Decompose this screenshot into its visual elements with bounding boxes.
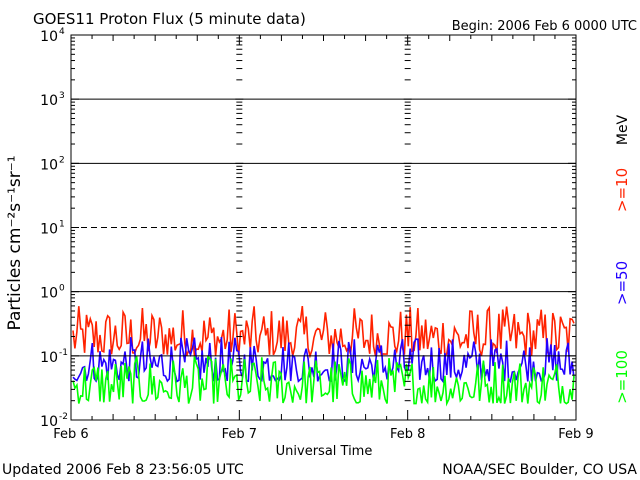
y-axis-label: Particles cm⁻²s⁻¹sr⁻¹	[5, 155, 25, 330]
credit-text: NOAA/SEC Boulder, CO USA	[442, 462, 637, 478]
legend-entry: >=100	[613, 350, 631, 404]
legend-entry: >=50	[613, 261, 631, 305]
legend-entry: >=10	[613, 168, 631, 212]
x-tick-label: Feb 7	[222, 427, 257, 442]
y-tick-exponent: 3	[59, 91, 65, 101]
plot-frame	[70, 34, 577, 421]
legend: >=10 >=50 >=100 MeV	[613, 114, 631, 403]
y-tick-label: 10	[40, 93, 58, 109]
x-tick-label: Feb 6	[53, 427, 88, 442]
legend-unit: MeV	[615, 114, 631, 145]
chart-title: GOES11 Proton Flux (5 minute data)	[33, 10, 306, 28]
x-tick-label: Feb 8	[390, 427, 425, 442]
y-tick-label: 10	[40, 414, 58, 430]
y-tick-exponent: -1	[59, 348, 68, 358]
y-tick-label: 10	[40, 222, 58, 238]
y-tick-label: 10	[40, 157, 58, 173]
y-tick-exponent: 0	[59, 284, 65, 294]
x-axis-label: Universal Time	[276, 444, 373, 459]
grid-layer	[70, 34, 577, 421]
series-layer	[72, 305, 575, 407]
y-tick-exponent: 1	[59, 220, 65, 230]
y-tick-label: 10	[40, 286, 58, 302]
x-tick-labels: Feb 6 Feb 7 Feb 8 Feb 9	[53, 427, 593, 442]
begin-time: Begin: 2006 Feb 6 0000 UTC	[452, 19, 637, 34]
y-tick-exponent: -2	[59, 412, 68, 422]
updated-timestamp: Updated 2006 Feb 8 23:56:05 UTC	[2, 462, 244, 478]
y-tick-label: 10	[40, 29, 58, 45]
x-tick-label: Feb 9	[558, 427, 593, 442]
y-tick-exponent: 2	[59, 155, 65, 165]
y-tick-exponent: 4	[59, 27, 65, 37]
y-tick-label: 10	[40, 350, 58, 366]
series-line	[72, 354, 575, 407]
series-line	[72, 336, 575, 384]
